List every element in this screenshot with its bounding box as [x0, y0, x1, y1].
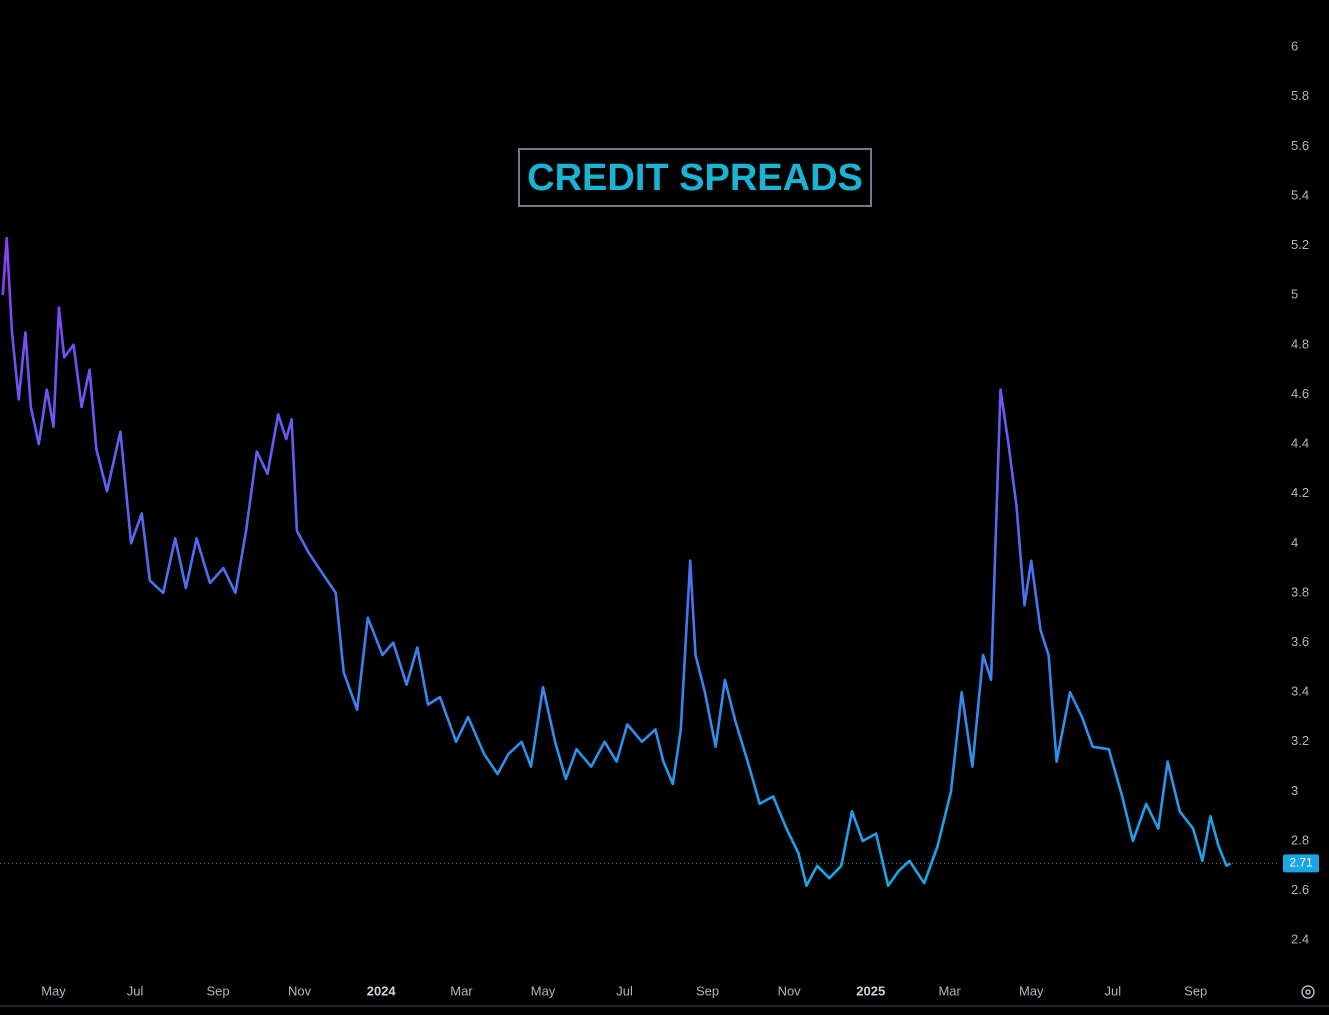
y-tick-label: 4.8 [1291, 336, 1309, 351]
y-tick-label: 4.6 [1291, 386, 1309, 401]
y-tick-label: 3.6 [1291, 634, 1309, 649]
y-tick-label: 2.8 [1291, 832, 1309, 847]
series-line [1, 236, 1232, 887]
y-tick-label: 3.8 [1291, 584, 1309, 599]
y-tick-label: 6 [1291, 39, 1298, 54]
last-value-label: 2.71 [1289, 856, 1313, 870]
y-tick-label: 5.4 [1291, 187, 1309, 202]
x-tick-label: 2024 [367, 983, 397, 998]
x-tick-label: Sep [1184, 983, 1207, 998]
x-tick-label: May [531, 983, 556, 998]
settings-icon[interactable] [1301, 985, 1315, 999]
y-tick-label: 4.4 [1291, 436, 1309, 451]
y-tick-label: 2.6 [1291, 882, 1309, 897]
x-tick-label: Sep [206, 983, 229, 998]
y-tick-label: 5 [1291, 287, 1298, 302]
x-tick-label: May [41, 983, 66, 998]
y-tick-label: 5.8 [1291, 88, 1309, 103]
x-tick-label: Jul [616, 983, 633, 998]
title-box [518, 148, 872, 207]
last-value-badge [1283, 854, 1319, 873]
y-tick-label: 5.2 [1291, 237, 1309, 252]
y-tick-label: 3 [1291, 783, 1298, 798]
x-tick-label: Jul [1104, 983, 1121, 998]
x-tick-label: Sep [696, 983, 719, 998]
x-tick-label: Jul [127, 983, 144, 998]
x-tick-label: 2025 [856, 983, 885, 998]
y-tick-label: 4.2 [1291, 485, 1309, 500]
x-tick-label: Mar [938, 983, 961, 998]
x-tick-label: Mar [450, 983, 473, 998]
y-tick-label: 3.2 [1291, 733, 1309, 748]
y-tick-label: 5.6 [1291, 138, 1309, 153]
chart-title: CREDIT SPREADS [527, 157, 863, 199]
y-tick-label: 4 [1291, 535, 1298, 550]
y-tick-label: 3.4 [1291, 684, 1309, 699]
y-tick-label: 2.4 [1291, 932, 1309, 947]
x-tick-label: Nov [288, 983, 312, 998]
x-tick-label: May [1019, 983, 1044, 998]
x-tick-label: Nov [778, 983, 802, 998]
